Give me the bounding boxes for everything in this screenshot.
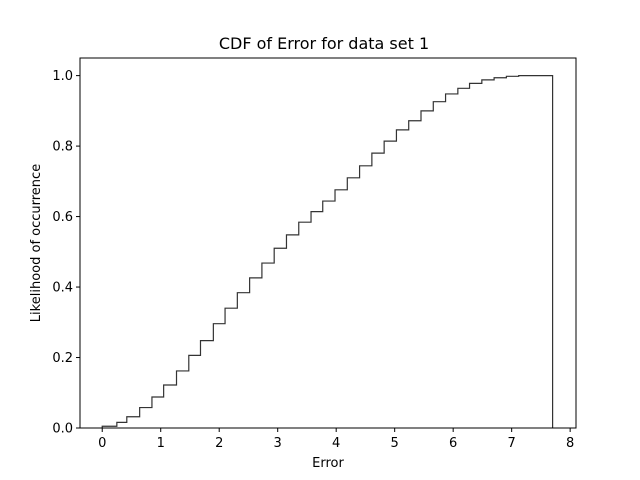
x-tick-label: 3 [274,436,282,451]
x-tick-label: 0 [98,436,106,451]
x-tick-label: 7 [508,436,516,451]
x-tick-label: 6 [449,436,457,451]
y-axis-label: Likelihood of occurrence [29,164,44,322]
y-tick-label: 0.0 [52,422,73,437]
plot-area [101,75,554,428]
x-tick-label: 2 [215,436,223,451]
y-tick-label: 1.0 [52,69,73,84]
y-axis-ticks: 0.0 0.2 0.4 0.6 0.8 1.0 [52,69,80,437]
x-tick-label: 8 [566,436,574,451]
cdf-step-line [101,75,554,428]
y-tick-label: 0.8 [52,140,73,155]
x-tick-label: 1 [157,436,165,451]
x-tick-label: 4 [332,436,340,451]
x-axis-ticks: 0 1 2 3 4 5 6 7 8 [98,428,574,451]
y-tick-label: 0.4 [52,281,73,296]
axes-frame [79,57,577,429]
y-tick-label: 0.2 [52,351,73,366]
y-tick-label: 0.6 [52,210,73,225]
x-tick-label: 5 [391,436,399,451]
x-axis-label: Error [312,456,344,471]
chart-title: CDF of Error for data set 1 [219,34,429,53]
